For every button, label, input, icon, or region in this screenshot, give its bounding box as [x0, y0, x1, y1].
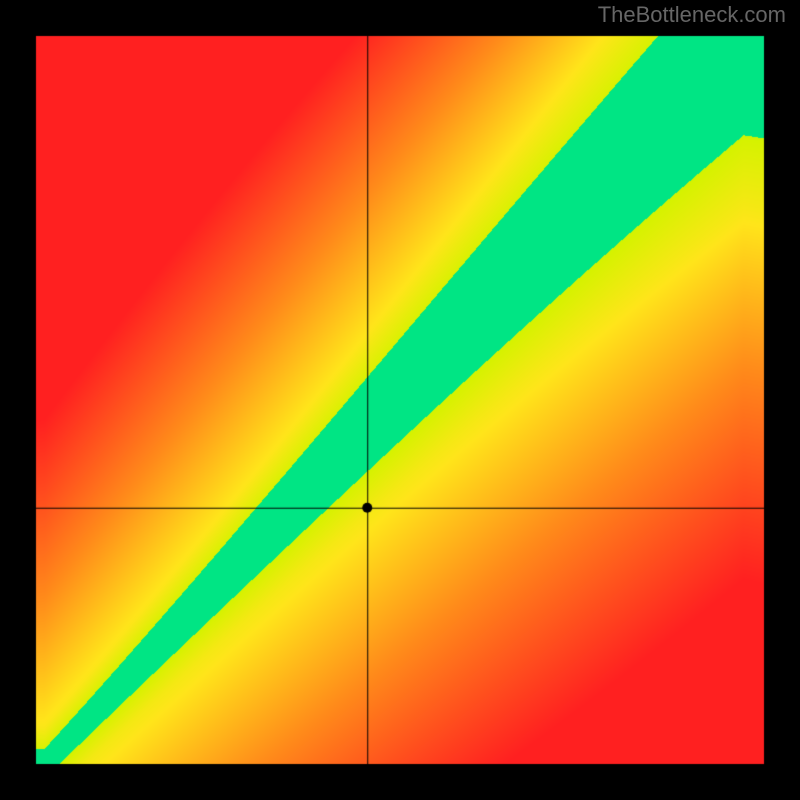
- chart-container: TheBottleneck.com: [0, 0, 800, 800]
- bottleneck-heatmap: [0, 0, 800, 800]
- watermark-text: TheBottleneck.com: [598, 2, 786, 28]
